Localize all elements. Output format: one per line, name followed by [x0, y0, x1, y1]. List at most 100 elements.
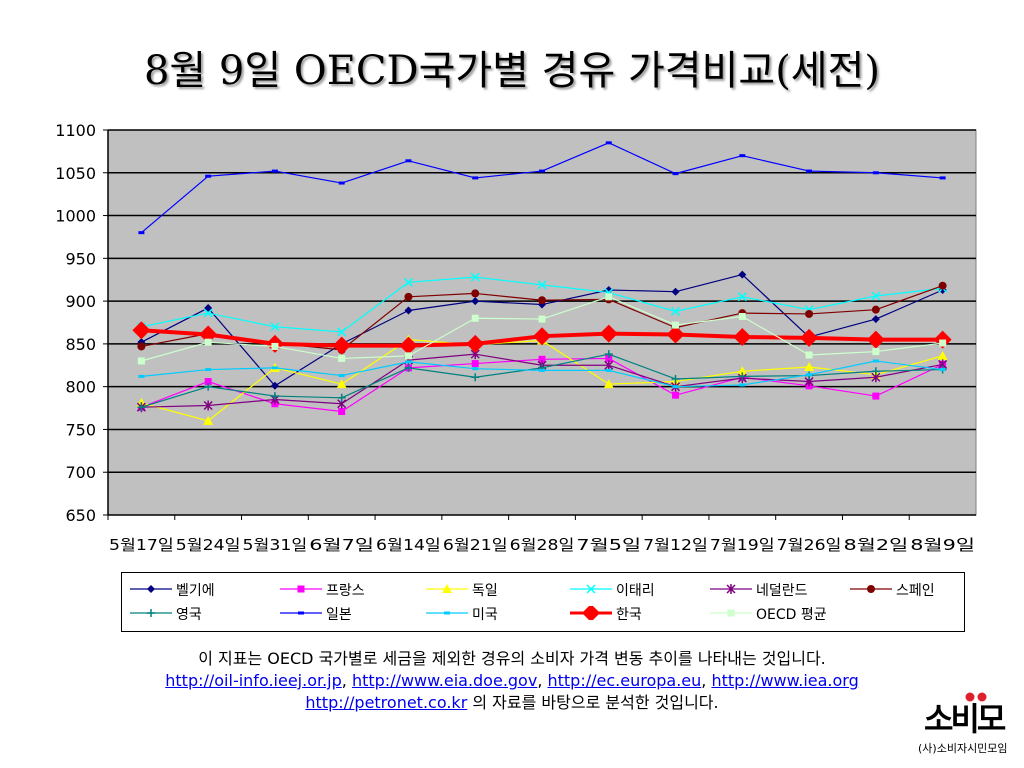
legend-marker: [582, 606, 600, 620]
data-point: [138, 374, 145, 378]
data-point: [472, 367, 479, 371]
data-point: [471, 289, 480, 298]
data-point: [599, 324, 618, 343]
legend-label: 프랑스: [326, 583, 365, 599]
data-point: [205, 174, 212, 178]
data-point: [338, 354, 346, 362]
series-group: [138, 141, 946, 235]
x-tick-label: 7월5일: [576, 536, 641, 554]
x-tick-label: 8월9일: [910, 536, 975, 554]
data-point: [466, 334, 485, 353]
data-point: [939, 339, 947, 347]
data-point: [404, 363, 413, 372]
data-point: [737, 366, 748, 376]
legend-label: 일본: [326, 607, 352, 623]
legend: 벨기에 프랑스 독일 이태리 네덜란드 스페인 영국 일본 미국 한국 OECD 평균: [121, 572, 965, 632]
y-tick-label: 800: [65, 378, 96, 397]
data-point: [604, 360, 614, 371]
y-tick-label: 850: [65, 335, 96, 354]
data-point: [270, 381, 279, 390]
data-point: [871, 367, 880, 376]
legend-label: 한국: [616, 607, 642, 623]
legend-label: 미국: [472, 607, 498, 623]
data-point: [733, 328, 752, 347]
legend-marker: [586, 584, 596, 594]
data-point: [533, 327, 551, 346]
x-tick-label: 7월12일: [643, 536, 708, 554]
legend-swatch: [710, 584, 752, 594]
legend-label: 영국: [176, 607, 202, 623]
x-tick-label: 6월21일: [443, 536, 508, 554]
data-point: [132, 321, 151, 340]
data-point: [672, 385, 679, 389]
legend-swatch: [280, 611, 322, 615]
data-point: [138, 231, 145, 235]
legend-swatch: [570, 606, 612, 620]
data-point: [471, 373, 480, 382]
data-point: [403, 277, 413, 287]
data-point: [738, 313, 746, 321]
data-point: [603, 379, 614, 389]
legend-swatch: [570, 584, 612, 594]
legend-label: 네덜란드: [756, 583, 808, 599]
data-point: [271, 342, 279, 350]
x-tick-label: 7월19일: [710, 536, 775, 554]
link-eia[interactable]: http://www.eia.doe.gov: [351, 671, 538, 690]
link-ec-europa[interactable]: http://ec.europa.eu: [547, 671, 702, 690]
data-point: [804, 361, 815, 371]
data-point: [471, 314, 479, 322]
data-point: [738, 372, 747, 381]
link-ieej[interactable]: http://oil-info.ieej.or.jp: [165, 671, 342, 690]
legend-label: 벨기에: [176, 583, 215, 599]
x-tick-label: 6월28일: [510, 536, 575, 554]
data-point: [872, 392, 880, 400]
data-point: [672, 391, 680, 399]
data-point: [399, 336, 418, 355]
data-point: [738, 270, 747, 279]
legend-swatch: [850, 585, 892, 593]
data-point: [203, 308, 213, 318]
legend-marker: [727, 609, 735, 617]
data-point: [539, 169, 545, 173]
link-iea[interactable]: http://www.iea.org: [711, 671, 859, 690]
y-tick-label: 950: [65, 249, 96, 268]
data-point: [404, 306, 413, 315]
data-point: [338, 374, 345, 378]
data-point: [271, 366, 278, 370]
data-point: [204, 303, 213, 312]
data-point: [866, 330, 885, 349]
data-point: [671, 287, 680, 296]
footnote-line-3: http://petronet.co.kr 의 자료를 바탕으로 분석한 것입니…: [305, 693, 719, 712]
data-point: [270, 392, 279, 401]
link-petronet[interactable]: http://petronet.co.kr: [305, 693, 468, 712]
series-group: [138, 359, 946, 389]
x-tick-label: 5월31일: [243, 536, 308, 554]
data-point: [470, 272, 480, 282]
data-point: [405, 360, 412, 364]
data-point: [199, 325, 218, 344]
data-point: [672, 172, 679, 176]
grid-lines: [103, 129, 976, 520]
y-tick-label: 1100: [55, 121, 96, 140]
data-point: [203, 400, 213, 411]
legend-swatch: [710, 609, 752, 617]
y-tick-label: 900: [65, 292, 96, 311]
data-point: [538, 355, 546, 363]
x-tick-label: 7월26일: [777, 536, 842, 554]
x-tick-labels: 5월17일 5월24일 5월31일 6월7일 6월14일 6월21일 6월28일 7월5일 7월…: [109, 536, 975, 554]
data-point: [938, 281, 947, 290]
data-point: [538, 315, 546, 323]
series-group: [136, 272, 948, 337]
data-point: [137, 403, 146, 412]
data-point: [336, 379, 347, 389]
series-group: [137, 293, 947, 365]
footnote-line-2: http://oil-info.ieej.or.jp, http://www.e…: [165, 671, 859, 690]
data-point: [404, 292, 413, 301]
legend-marker: [147, 609, 155, 617]
page-title: 8월 9일 OECD국가별 경유 가격비교(세전): [143, 48, 881, 94]
legend-marker: [867, 585, 875, 593]
data-point: [739, 154, 746, 158]
data-point: [871, 305, 880, 314]
data-point: [800, 328, 819, 347]
